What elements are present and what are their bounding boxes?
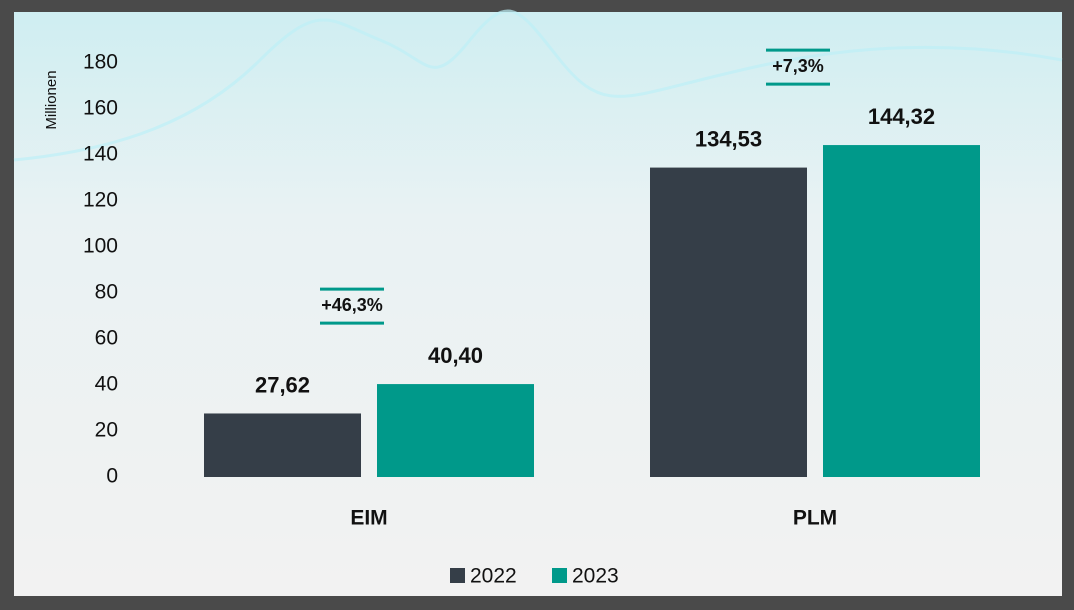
bar xyxy=(650,167,807,477)
y-tick-label: 160 xyxy=(83,97,118,120)
y-tick-label: 100 xyxy=(83,235,118,258)
y-tick-label: 40 xyxy=(95,373,118,396)
y-tick-label: 80 xyxy=(95,281,118,304)
y-tick-label: 0 xyxy=(106,465,118,488)
bar xyxy=(377,384,534,477)
value-label: 27,62 xyxy=(255,372,310,397)
value-label: 134,53 xyxy=(695,126,762,151)
decor-curve xyxy=(13,9,1063,162)
y-tick-label: 120 xyxy=(83,189,118,212)
bar xyxy=(204,413,361,477)
x-tick-label: PLM xyxy=(793,507,837,530)
y-tick-label: 180 xyxy=(83,51,118,74)
y-tick-label: 60 xyxy=(95,327,118,350)
y-axis-label: Millionen xyxy=(43,70,60,129)
x-tick-label: EIM xyxy=(350,507,387,530)
annotation: +7,3% xyxy=(772,56,824,76)
legend-swatch xyxy=(552,568,567,583)
y-tick-label: 20 xyxy=(95,419,118,442)
value-label: 144,32 xyxy=(868,104,935,129)
value-label: 40,40 xyxy=(428,343,483,368)
y-tick-label: 140 xyxy=(83,143,118,166)
legend-label: 2022 xyxy=(470,565,517,588)
legend-label: 2023 xyxy=(572,565,619,588)
annotation: +46,3% xyxy=(321,295,383,315)
legend-swatch xyxy=(450,568,465,583)
bar xyxy=(823,145,980,477)
